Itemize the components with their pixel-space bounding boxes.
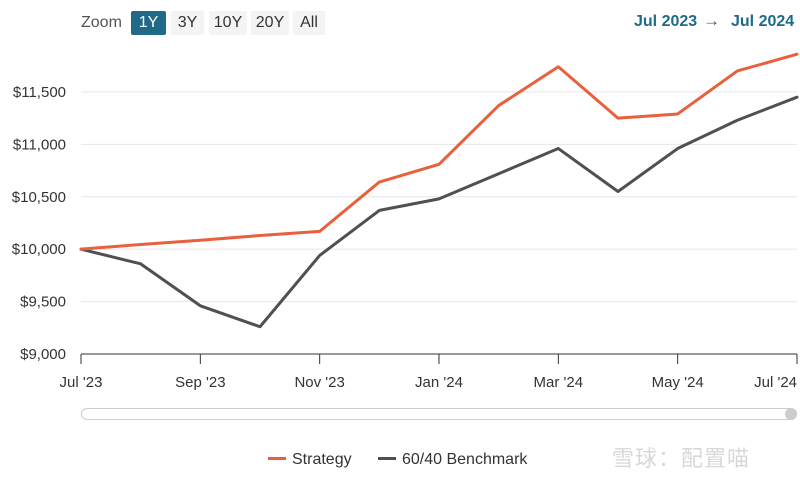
series-line-strategy[interactable] (79, 52, 799, 251)
range-from-date[interactable]: Jul 2023 (634, 13, 698, 30)
y-tick-label: $11,500 (13, 84, 66, 101)
legend-item-benchmark[interactable]: 60/40 Benchmark (378, 451, 527, 469)
legend-item-strategy[interactable]: Strategy (268, 451, 352, 469)
series-line-benchmark[interactable] (79, 95, 799, 329)
legend-label-strategy: Strategy (292, 451, 352, 468)
x-tick-label: Sep '23 (175, 374, 225, 391)
navigator-scrollbar[interactable] (81, 408, 797, 420)
zoom-1y-button[interactable]: 1Y (131, 11, 166, 35)
y-axis-labels: $9,000 $9,500 $10,000 $10,500 $11,000 $11,500 (12, 84, 66, 363)
x-tick-label: Jul '23 (60, 374, 103, 391)
y-tick-label: $11,000 (13, 136, 66, 153)
legend-label-benchmark: 60/40 Benchmark (402, 451, 528, 468)
line-chart: $9,000 $9,500 $10,000 $10,500 $11,000 $11,500… (12, 52, 799, 391)
y-tick-label: $9,500 (20, 294, 66, 311)
zoom-20y-button[interactable]: 20Y (251, 11, 289, 35)
range-arrow-icon: → (703, 11, 720, 30)
zoom-all-button[interactable]: All (293, 11, 325, 35)
zoom-label: Zoom (81, 14, 122, 31)
y-tick-label: $9,000 (20, 346, 66, 363)
legend-swatch-strategy (268, 456, 286, 460)
grid-lines (81, 91, 797, 303)
range-selector-toolbar: Zoom 1Y 3Y 10Y 20Y All Jul 2023 → Jul 20… (0, 0, 800, 48)
watermark-logo: 雪球：配置喵 (612, 447, 751, 472)
x-tick-label: May '24 (652, 374, 704, 391)
legend-swatch-benchmark (378, 456, 396, 460)
y-tick-label: $10,000 (12, 241, 66, 258)
y-tick-label: $10,500 (12, 189, 66, 206)
x-tick-label: Jan '24 (415, 374, 463, 391)
legend: Strategy 60/40 Benchmark (0, 448, 800, 474)
zoom-10y-button[interactable]: 10Y (209, 11, 247, 35)
series-lines[interactable] (79, 52, 799, 329)
x-tick-label: Nov '23 (294, 374, 344, 391)
x-tick-label: Mar '24 (534, 374, 584, 391)
zoom-3y-button[interactable]: 3Y (171, 11, 204, 35)
x-axis: Jul '23 Sep '23 Nov '23 Jan '24 Mar '24 May '… (60, 353, 798, 391)
scrollbar-handle[interactable] (785, 408, 797, 420)
x-tick-label: Jul '24 (754, 374, 797, 391)
range-to-date[interactable]: Jul 2024 (731, 13, 795, 30)
